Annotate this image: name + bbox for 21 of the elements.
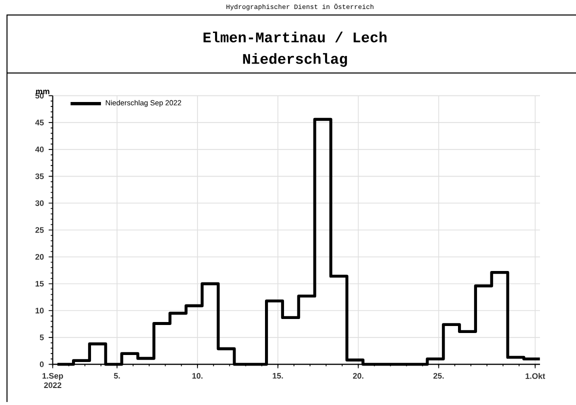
y-axis-title: mm xyxy=(36,90,50,94)
x-tick-label: 20. xyxy=(352,373,364,379)
y-tick-label: 40 xyxy=(35,146,44,152)
y-tick-label: 50 xyxy=(35,92,44,99)
y-tick-label: 25 xyxy=(35,227,44,233)
y-tick-label: 5 xyxy=(40,334,44,340)
y-tick-label: 10 xyxy=(36,308,44,314)
y-tick-label: 45 xyxy=(35,120,44,126)
x-tick-label: 25. xyxy=(433,373,444,379)
y-tick-label: 0 xyxy=(40,361,44,368)
x-tick-label: 1.Sep 2022 xyxy=(42,373,64,388)
x-tick-label: 15. xyxy=(272,373,283,379)
y-tick-label: 30 xyxy=(35,200,44,206)
y-tick-label: 15 xyxy=(36,280,44,287)
x-tick-label: 10. xyxy=(192,373,202,379)
y-tick-label: 20 xyxy=(35,254,44,260)
y-tick-label: 35 xyxy=(35,173,44,180)
chart-subtitle: Niederschlag xyxy=(243,53,347,67)
chart-title: Elmen-Martinau / Lech xyxy=(204,32,386,42)
x-tick-label: 1.Okt xyxy=(526,373,546,379)
x-tick-label: 5. xyxy=(114,373,120,379)
